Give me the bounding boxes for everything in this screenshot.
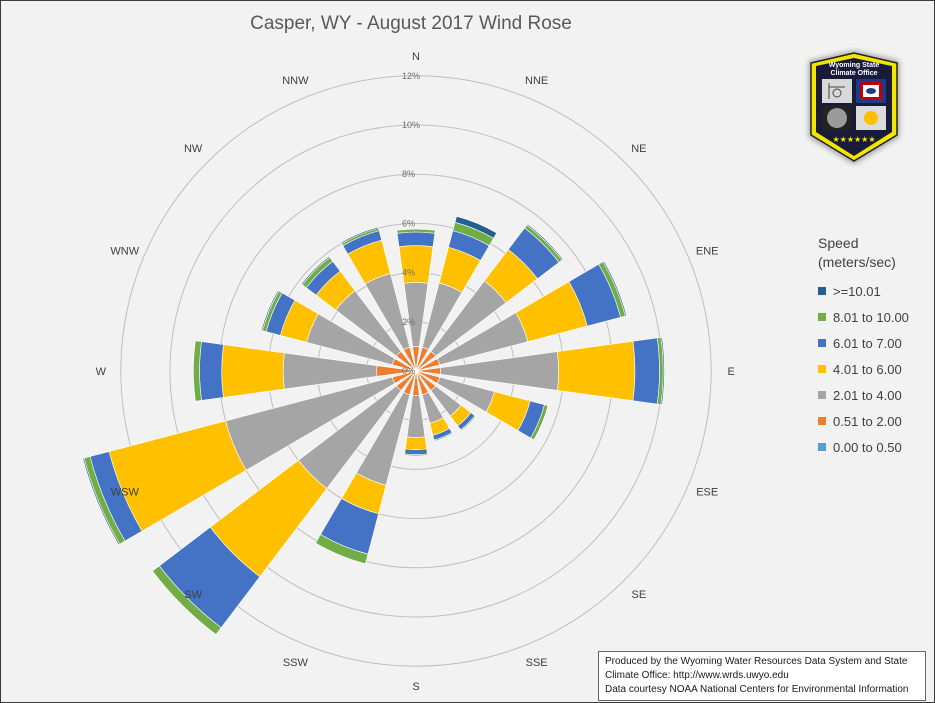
direction-label-ne: NE [631, 143, 646, 155]
direction-label-nw: NW [184, 143, 203, 155]
legend-item: 4.01 to 6.00 [818, 356, 933, 382]
wedge-n [403, 282, 429, 347]
legend-item: 8.01 to 10.00 [818, 304, 933, 330]
direction-label-sw: SW [184, 589, 202, 601]
radial-tick-label: 10% [402, 120, 420, 130]
wedge-w [193, 340, 202, 402]
direction-label-s: S [412, 681, 419, 693]
direction-label-ssw: SSW [283, 657, 309, 669]
radial-ticks: 0% 2% 4% 6% 8% 10% 12% [402, 71, 420, 376]
logo-line1: Wyoming State [829, 62, 880, 69]
climate-office-logo: Wyoming State Climate Office ★★★★★★ [809, 51, 899, 164]
direction-labels: N NNE NE ENE E ESE SE SSE S SSW SW WSW W WNW NW NNW [96, 51, 735, 693]
wedge-ssw [315, 534, 369, 565]
radial-tick-label: 2% [402, 317, 415, 327]
legend-swatch [818, 417, 826, 425]
direction-label-ese: ESE [696, 487, 718, 499]
legend-swatch [818, 287, 826, 295]
wedge-nne [454, 215, 498, 239]
direction-label-wnw: WNW [110, 245, 139, 257]
legend-label: 8.01 to 10.00 [833, 309, 909, 325]
legend-items: >=10.01 8.01 to 10.00 6.01 to 7.00 4.01 to … [818, 278, 933, 460]
wedge-s [406, 395, 426, 438]
legend: Speed (meters/sec) >=10.01 8.01 to 10.00 6… [818, 234, 933, 460]
wedge-s [404, 453, 428, 457]
legend-label: 0.51 to 2.00 [833, 413, 902, 429]
direction-label-nnw: NNW [282, 75, 309, 87]
legend-label: 4.01 to 6.00 [833, 361, 902, 377]
wedge-ne [526, 223, 564, 261]
wedge-n [396, 228, 436, 234]
credit-line2: Climate Office: http://www.wrds.uwyo.edu [605, 670, 789, 681]
wedge-w [199, 341, 224, 401]
sun-icon [864, 111, 878, 125]
wedge-wsw [82, 457, 121, 546]
legend-item: 2.01 to 4.00 [818, 382, 933, 408]
wedge-ene [602, 260, 627, 317]
legend-item: >=10.01 [818, 278, 933, 304]
wedge-s [404, 436, 428, 451]
wedge-ese [533, 405, 549, 441]
wedge-wnw [260, 289, 280, 332]
direction-label-ene: ENE [696, 245, 719, 257]
direction-label-se: SE [632, 589, 647, 601]
wedge-n [396, 231, 436, 248]
wedge-nw [300, 255, 331, 286]
radial-tick-label: 12% [402, 71, 420, 81]
wedge-se [460, 415, 477, 432]
direction-label-sse: SSE [526, 657, 548, 669]
legend-swatch [818, 339, 826, 347]
wedge-e [660, 336, 665, 406]
legend-item: 0.00 to 0.50 [818, 434, 933, 460]
radial-tick-label: 8% [402, 169, 415, 179]
wedge-w [221, 344, 285, 398]
direction-label-w: W [96, 366, 107, 378]
direction-label-e: E [728, 366, 735, 378]
wedge-w [282, 352, 378, 390]
legend-swatch [818, 391, 826, 399]
wedge-sse [433, 432, 454, 442]
legend-item: 6.01 to 7.00 [818, 330, 933, 356]
globe-icon [827, 108, 847, 128]
logo-line2: Climate Office [830, 70, 877, 77]
credit-line1: Produced by the Wyoming Water Resources … [605, 656, 908, 667]
radial-tick-label: 0% [402, 366, 415, 376]
radial-tick-label: 6% [402, 218, 415, 228]
wedges [82, 215, 665, 635]
chart-title: Casper, WY - August 2017 Wind Rose [250, 13, 572, 34]
wedge-s [404, 448, 428, 455]
wedge-e [632, 337, 660, 405]
radial-tick-label: 4% [402, 268, 415, 278]
credit-box: Produced by the Wyoming Water Resources … [598, 651, 926, 701]
direction-label-wsw: WSW [111, 487, 140, 499]
stars: ★★★★★★ [832, 135, 875, 144]
legend-title: Speed (meters/sec) [818, 235, 896, 270]
wedge-nnw [340, 226, 379, 244]
grid-ring [120, 75, 712, 667]
legend-item: 0.51 to 2.00 [818, 408, 933, 434]
credit-line3: Data courtesy NOAA National Centers for … [605, 684, 909, 695]
direction-label-n: N [412, 51, 420, 63]
legend-swatch [818, 443, 826, 451]
legend-label: 6.01 to 7.00 [833, 335, 902, 351]
direction-label-nne: NNE [525, 75, 548, 87]
wedge-e [557, 340, 636, 402]
legend-swatch [818, 365, 826, 373]
legend-label: 2.01 to 4.00 [833, 387, 902, 403]
legend-swatch [818, 313, 826, 321]
legend-label: 0.00 to 0.50 [833, 439, 902, 455]
legend-label: >=10.01 [833, 283, 881, 299]
wedge-sw [152, 565, 222, 635]
